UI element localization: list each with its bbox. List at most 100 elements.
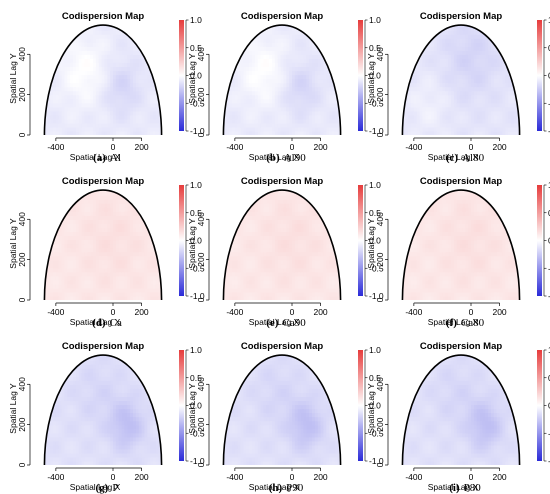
heatmap-cell [164, 284, 167, 289]
heatmap-cell [525, 79, 528, 84]
heatmap-cell [425, 30, 429, 35]
heatmap-cell [95, 114, 100, 120]
heatmap-cell [346, 62, 349, 67]
heatmap-cell [229, 62, 233, 67]
heatmap-cell [520, 99, 523, 104]
heatmap-cell [64, 130, 68, 136]
heatmap-cell [411, 114, 415, 120]
heatmap-cell [272, 66, 276, 72]
heatmap-cell [215, 87, 218, 92]
heatmap-cell [451, 42, 455, 47]
heatmap-cell [397, 38, 400, 43]
heatmap-cell [141, 58, 146, 63]
heatmap-cell [274, 82, 279, 88]
heatmap-cell [101, 46, 106, 51]
heatmap-cell [471, 102, 475, 108]
heatmap-cell [343, 66, 346, 71]
heatmap-cell [232, 122, 236, 128]
heatmap-cell [425, 114, 429, 120]
heatmap-cell [53, 26, 57, 31]
heatmap-cell [312, 126, 316, 132]
heatmap-cell [118, 66, 123, 72]
heatmap-cell [127, 78, 131, 84]
heatmap-cell [229, 25, 233, 27]
heatmap-cell [67, 66, 71, 72]
heatmap-cell [445, 62, 449, 67]
heatmap-cell [133, 239, 137, 245]
heatmap-cell [90, 58, 94, 63]
heatmap-cell [286, 74, 290, 80]
heatmap-cell [75, 78, 80, 84]
heatmap-cell [274, 70, 279, 76]
heatmap-cell [147, 291, 151, 297]
heatmap-cell [402, 50, 406, 55]
heatmap-cell [433, 74, 438, 80]
heatmap-cell [422, 54, 426, 59]
heatmap-cell [87, 94, 91, 100]
heatmap-cell [170, 276, 173, 281]
heatmap-cell [314, 110, 319, 116]
heatmap-cell [226, 102, 230, 108]
heatmap-cell [150, 122, 154, 128]
heatmap-cell [397, 66, 400, 71]
heatmap-cell [98, 251, 103, 257]
heatmap-cell [64, 102, 68, 108]
heatmap-cell [127, 279, 131, 285]
heatmap-cell [431, 110, 435, 116]
heatmap-cell [130, 239, 134, 245]
heatmap-cell [397, 131, 400, 136]
heatmap-cell [257, 42, 262, 47]
heatmap-cell [283, 46, 287, 51]
heatmap-cell [127, 247, 131, 253]
heatmap-cell [266, 66, 270, 72]
heatmap-cell [473, 58, 478, 63]
heatmap-cell [502, 26, 506, 31]
heatmap-cell [150, 279, 154, 285]
heatmap-cell [113, 34, 117, 39]
heatmap-cell [44, 30, 46, 35]
heatmap-cell [332, 106, 336, 112]
heatmap-cell [442, 34, 446, 39]
heatmap-cell [516, 34, 520, 39]
heatmap-cell [232, 102, 236, 108]
heatmap-cell [280, 118, 285, 124]
heatmap-cell [90, 279, 94, 285]
heatmap-cell [55, 267, 60, 273]
heatmap-cell [442, 54, 446, 59]
heatmap-cell [101, 287, 106, 293]
heatmap-cell [36, 248, 39, 253]
heatmap-cell [314, 30, 319, 35]
heatmap-cell [277, 90, 282, 96]
heatmap-cell [167, 66, 170, 71]
heatmap-cell [138, 283, 143, 289]
heatmap-cell [33, 239, 36, 244]
heatmap-cell [513, 74, 518, 80]
heatmap-cell [260, 82, 265, 88]
heatmap-cell [468, 38, 472, 43]
caption-name: Al80 [462, 152, 485, 164]
heatmap-cell [212, 62, 215, 67]
heatmap-cell [294, 54, 299, 59]
heatmap-cell [277, 46, 282, 51]
heatmap-cell [254, 74, 259, 80]
heatmap-cell [394, 99, 397, 104]
heatmap-cell [332, 86, 336, 92]
heatmap-cell [167, 70, 170, 75]
heatmap-cell [289, 98, 293, 104]
heatmap-cell [479, 118, 484, 124]
heatmap-cell [341, 79, 344, 84]
heatmap-cell [505, 106, 509, 112]
heatmap-cell [297, 62, 302, 67]
heatmap-cell [289, 130, 293, 135]
heatmap-cell [394, 74, 397, 79]
heatmap-cell [90, 287, 94, 293]
heatmap-cell [53, 271, 57, 277]
heatmap-cell [133, 118, 137, 124]
heatmap-cell [36, 38, 39, 43]
heatmap-cell [113, 114, 117, 120]
heatmap-cell [167, 239, 170, 244]
heatmap-cell [39, 296, 42, 301]
heatmap-cell [397, 103, 400, 108]
heatmap-cell [138, 66, 143, 72]
heatmap-cell [115, 259, 120, 265]
